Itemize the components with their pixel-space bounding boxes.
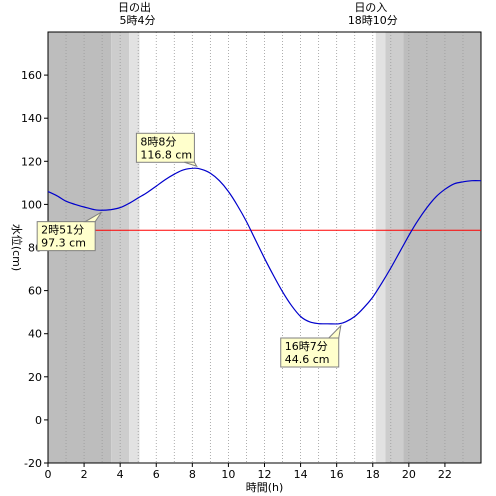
annotation-pointer — [83, 211, 102, 223]
y-tick-label: 100 — [21, 198, 42, 211]
sunrise-time: 5時4分 — [119, 14, 155, 27]
night-band-light — [375, 32, 386, 463]
night-shading — [48, 32, 481, 463]
annotation-level: 97.3 cm — [41, 237, 86, 250]
annotation-time: 16時7分 — [285, 340, 328, 353]
sunrise-label: 日の出 — [118, 0, 151, 14]
x-tick-label: 18 — [366, 468, 380, 481]
x-tick-label: 14 — [294, 468, 308, 481]
y-tick-label: -20 — [24, 457, 42, 470]
annotation-level: 44.6 cm — [285, 353, 330, 366]
tide-curve — [47, 167, 482, 325]
y-tick-label: 0 — [35, 414, 42, 427]
annotation-time: 8時8分 — [140, 135, 176, 148]
night-band-dark — [403, 32, 481, 463]
sunset-label: 日の入 — [354, 1, 387, 14]
x-tick-label: 20 — [402, 468, 416, 481]
x-axis-ticks: 0 2 4 6 8 10 12 14 16 18 20 22 — [45, 463, 452, 481]
y-tick-label: 20 — [28, 371, 42, 384]
y-tick-label: 120 — [21, 155, 42, 168]
x-tick-label: 2 — [81, 468, 88, 481]
x-tick-label: 16 — [330, 468, 344, 481]
night-band-light — [129, 32, 140, 463]
y-tick-label: 60 — [28, 285, 42, 298]
x-axis-title: 時間(h) — [246, 481, 284, 494]
sunset-time: 18時10分 — [348, 14, 398, 27]
annotation-level: 116.8 cm — [140, 148, 192, 161]
annotation-pointer — [327, 324, 342, 339]
annotation-pointer — [184, 161, 198, 168]
y-axis-title: 水位(cm) — [10, 224, 24, 271]
x-tick-label: 22 — [438, 468, 452, 481]
annotation-time: 2時51分 — [41, 224, 84, 237]
night-band-medium — [385, 32, 404, 463]
y-tick-label: 140 — [21, 112, 42, 125]
x-tick-label: 6 — [153, 468, 160, 481]
night-band-medium — [111, 32, 130, 463]
x-tick-label: 12 — [258, 468, 272, 481]
x-tick-label: 0 — [45, 468, 52, 481]
x-tick-label: 4 — [117, 468, 124, 481]
x-tick-label: 8 — [189, 468, 196, 481]
y-tick-label: 40 — [28, 328, 42, 341]
y-tick-label: 160 — [21, 69, 42, 82]
x-tick-label: 10 — [221, 468, 235, 481]
